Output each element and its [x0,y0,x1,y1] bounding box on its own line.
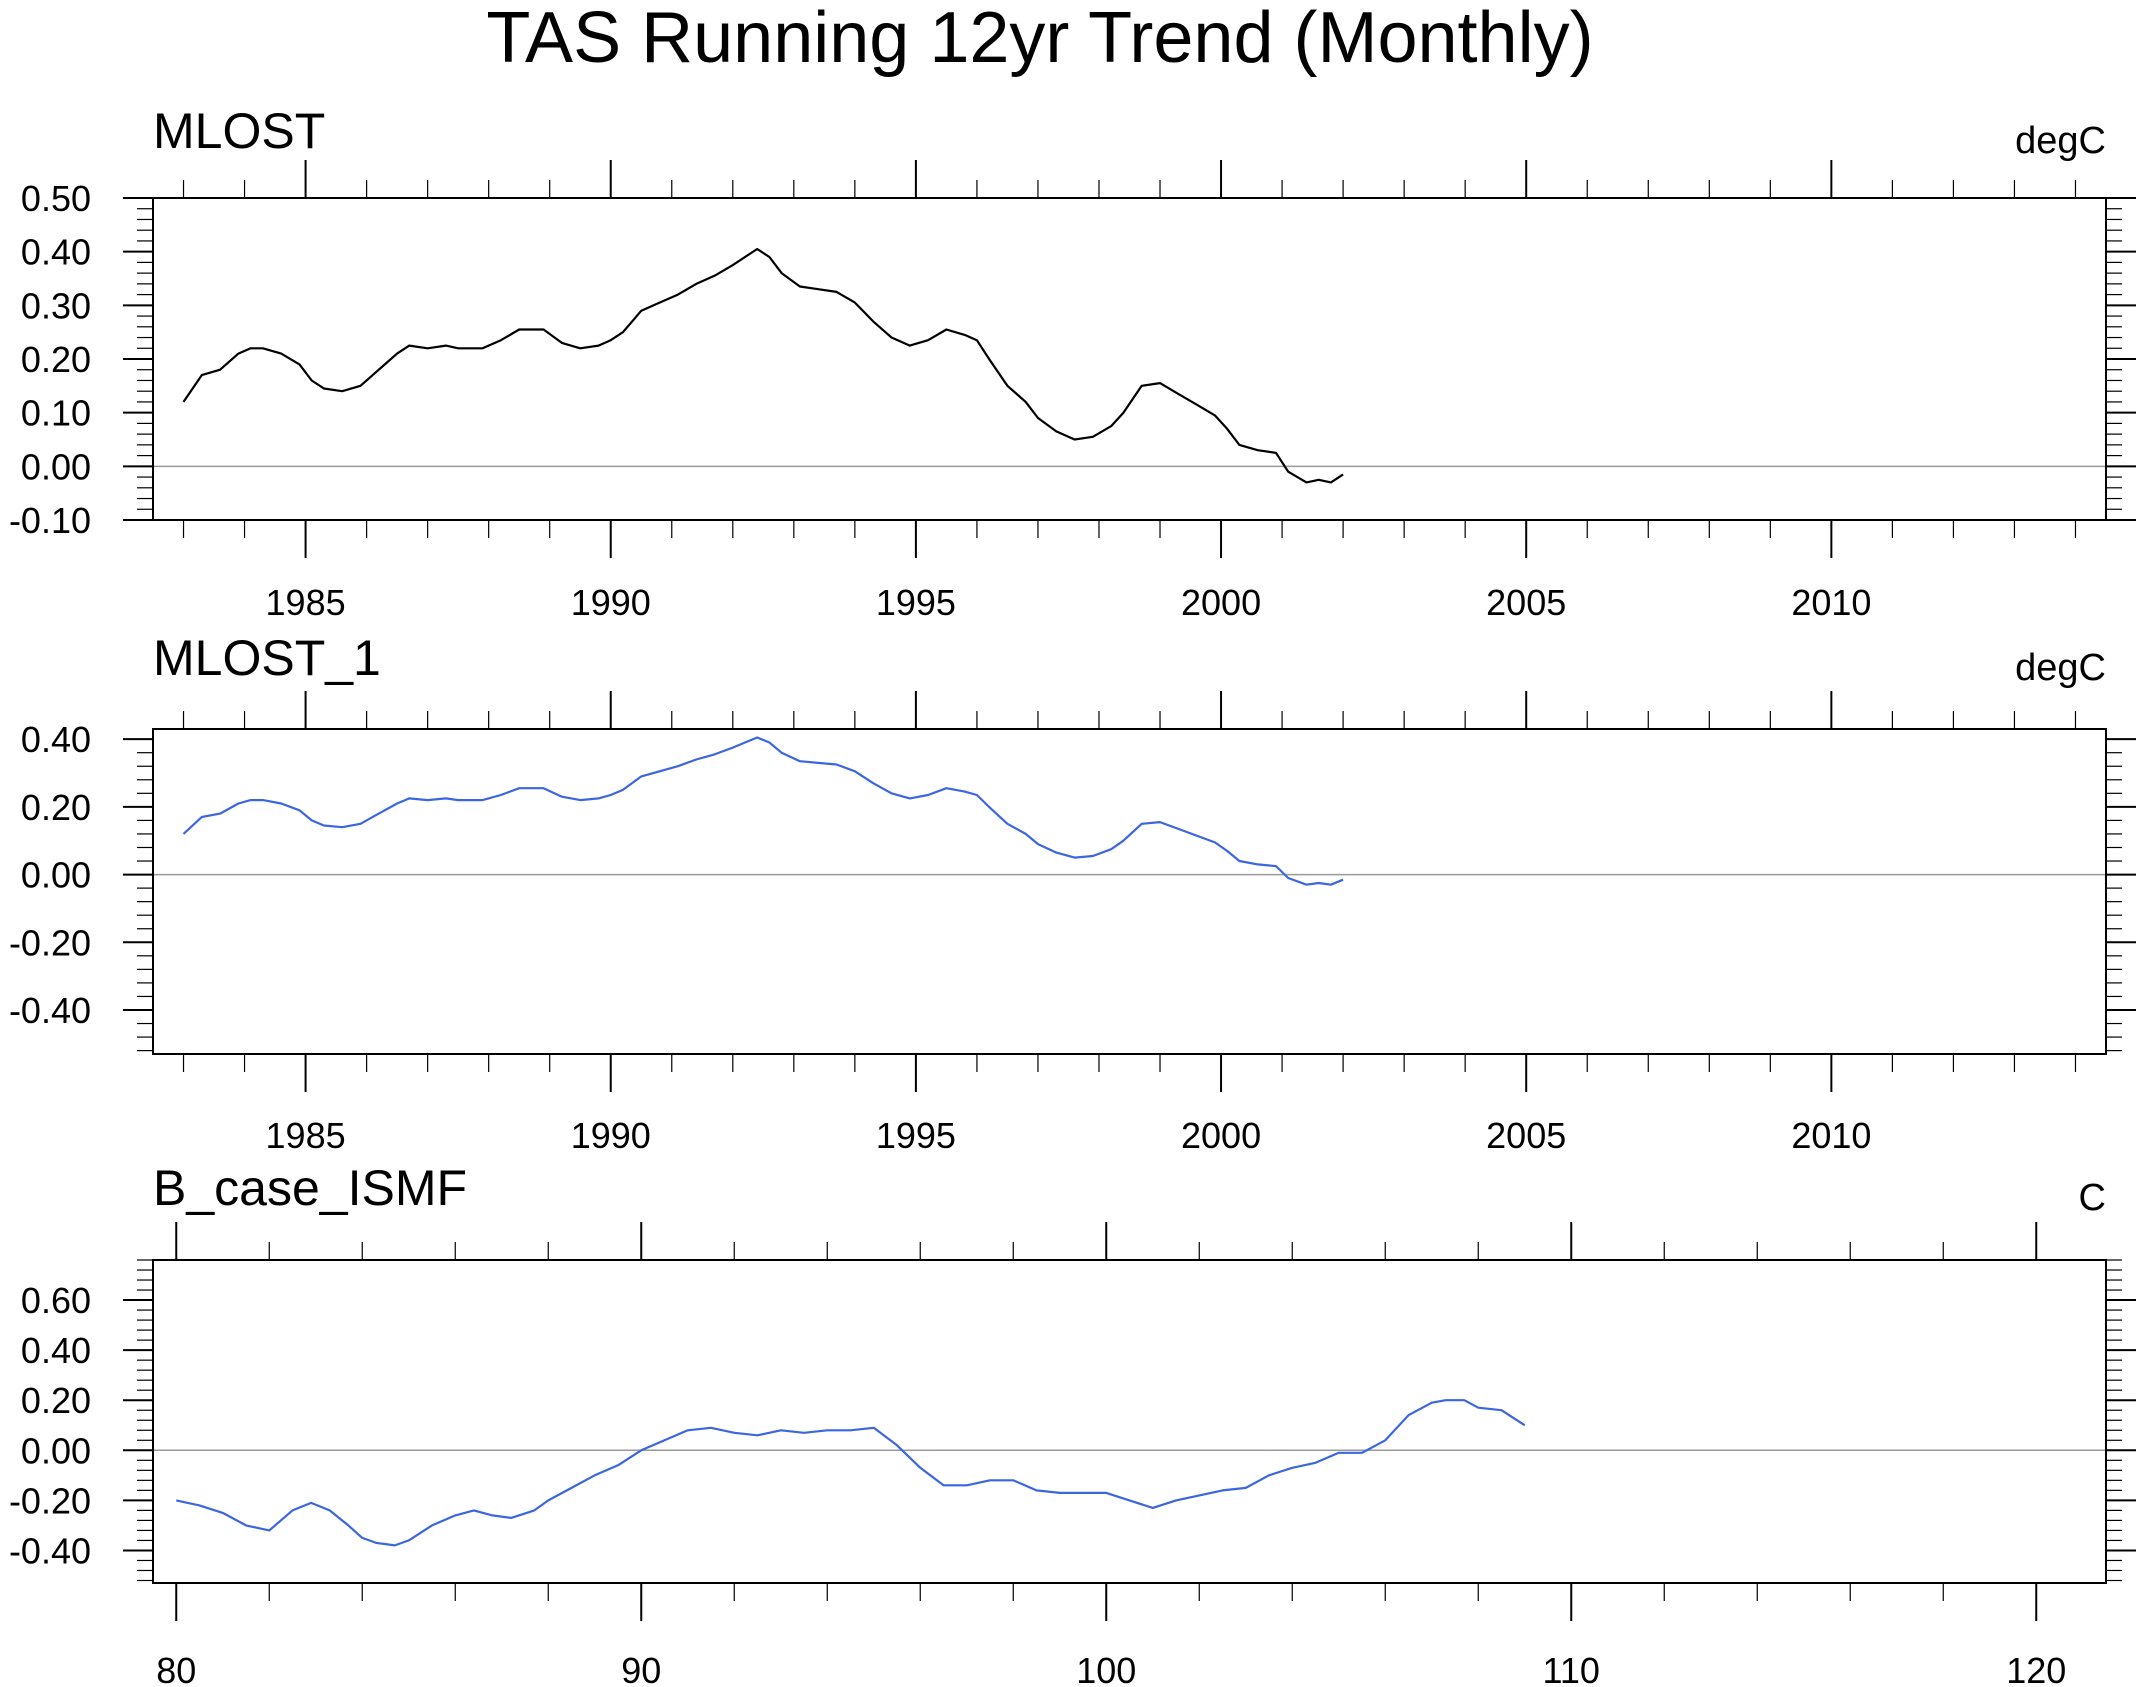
y-tick-label: 0.40 [21,719,91,760]
y-tick-label: 0.30 [21,285,91,326]
panel-3: B_case_ISMF C -0.40 -0.20 0.00 0.20 0.40 0.60 80… [9,1160,2136,1687]
y-tick-label: 0.50 [21,178,91,219]
y-tick-label: -0.10 [9,500,91,541]
y-tick-label: -0.20 [9,922,91,963]
x-tick-label: 1985 [266,1115,346,1156]
y-tick-label: -0.20 [9,1480,91,1521]
x-tick-label: 120 [2006,1650,2066,1687]
series-line-1 [182,247,1344,484]
y-tick-label: 0.00 [21,446,91,487]
x-tick-label: 2005 [1486,1115,1566,1156]
x-tick-label: 110 [1543,1650,1600,1687]
x-tick-label: 2000 [1181,1115,1261,1156]
y-tick-label: 0.20 [21,1380,91,1421]
y-tick-label: 0.20 [21,339,91,380]
x-tick-label: 2005 [1486,582,1566,623]
x-tick-label: 2000 [1181,582,1261,623]
figure-title: TAS Running 12yr Trend (Monthly) [486,0,1593,78]
x-tick-label: 2010 [1791,1115,1871,1156]
units-label: C [2079,1177,2106,1219]
x-tick-label: 1995 [876,1115,956,1156]
panel-title: MLOST [153,103,325,159]
y-tick-label: 0.10 [21,393,91,434]
y-tick-label: 0.00 [21,855,91,896]
y-tick-label: 0.60 [21,1280,91,1321]
y-tick-label: 0.40 [21,232,91,273]
x-tick-label: 1990 [571,582,651,623]
units-label: degC [2015,647,2106,689]
y-tick-label: 0.00 [21,1430,91,1471]
x-tick-label: 1995 [876,582,956,623]
y-tick-label: 0.20 [21,787,91,828]
x-tick-label: 2010 [1791,582,1871,623]
x-tick-label: 1985 [266,582,346,623]
y-tick-label: -0.40 [9,990,91,1031]
y-tick-label: 0.40 [21,1330,91,1371]
series-line-1 [182,736,1344,886]
panel-title: B_case_ISMF [153,1160,467,1216]
x-tick-label: 1990 [571,1115,651,1156]
x-tick-label: 80 [156,1650,196,1687]
panel-1: MLOST degC -0.10 0.00 0.10 0.20 0.30 0.40 0.50 19… [9,103,2136,623]
units-label: degC [2015,120,2106,162]
x-tick-label: 90 [621,1650,661,1687]
series-line-1 [176,1399,1526,1547]
chart-panels: MLOST degC -0.10 0.00 0.10 0.20 0.30 0.40 0.50 19… [9,103,2136,1687]
panel-title: MLOST_1 [153,630,381,686]
plot-frame [152,197,2107,521]
x-tick-label: 100 [1076,1650,1136,1687]
panel-2: MLOST_1 degC -0.40 -0.20 0.00 0.20 0.40 1985 199… [9,630,2136,1156]
y-tick-label: -0.40 [9,1530,91,1571]
plot-frame [152,1259,2107,1584]
plot-frame [152,728,2107,1055]
